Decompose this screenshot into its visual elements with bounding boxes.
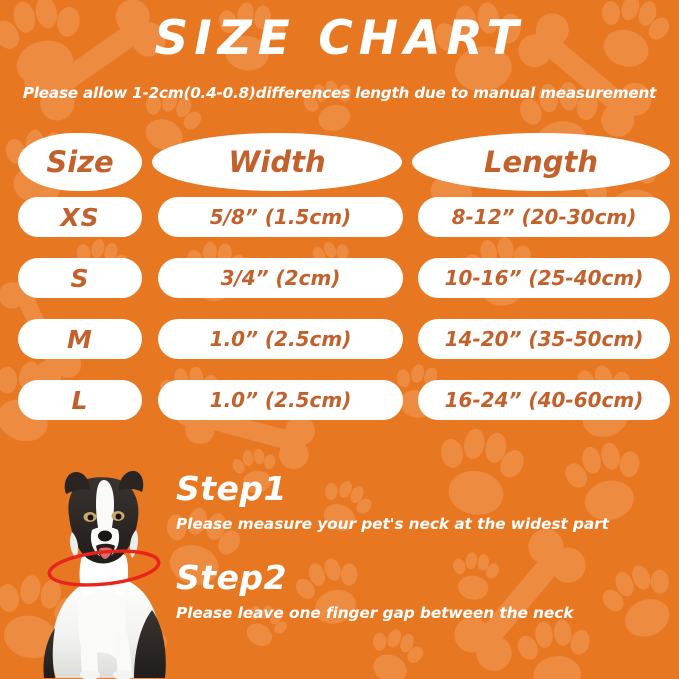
step-2-heading: Step2 <box>176 557 288 597</box>
cell-width: 3/4” (2cm) <box>158 258 403 298</box>
dog-body-group <box>43 470 166 679</box>
step-2: Step2 Please leave one finger gap betwee… <box>176 557 679 622</box>
cell-size: M <box>18 319 142 359</box>
table-row: M 1.0” (2.5cm) 14-20” (35-50cm) <box>0 319 679 380</box>
step-2-description: Please leave one finger gap between the … <box>176 603 574 622</box>
cell-length: 14-20” (35-50cm) <box>418 319 670 359</box>
table-row: XS 5/8” (1.5cm) 8-12” (20-30cm) <box>0 197 679 258</box>
cell-length: 10-16” (25-40cm) <box>418 258 670 298</box>
cell-length: 8-12” (20-30cm) <box>418 197 670 237</box>
neck-measure-ellipse <box>47 549 161 587</box>
column-header-length: Length <box>412 133 670 191</box>
cell-length: 16-24” (40-60cm) <box>418 380 670 420</box>
cell-width: 5/8” (1.5cm) <box>158 197 403 237</box>
measurement-disclaimer: Please allow 1-2cm(0.4-0.8)differences l… <box>22 84 657 102</box>
column-header-width: Width <box>152 133 402 191</box>
cell-width: 1.0” (2.5cm) <box>158 380 403 420</box>
size-table: Size Width Length XS 5/8” (1.5cm) 8-12” … <box>0 133 679 441</box>
step-1-heading: Step1 <box>176 469 288 508</box>
dog-photo <box>43 470 166 679</box>
cell-size: L <box>18 380 142 420</box>
column-header-size: Size <box>18 133 142 191</box>
cell-width: 1.0” (2.5cm) <box>158 319 403 359</box>
cell-size: S <box>18 258 142 298</box>
table-row: S 3/4” (2cm) 10-16” (25-40cm) <box>0 258 679 319</box>
cell-size: XS <box>18 197 142 237</box>
step-1: Step1 Please measure your pet's neck at … <box>176 470 679 533</box>
step-1-description: Please measure your pet's neck at the wi… <box>176 514 609 533</box>
title-block: SIZE CHART <box>0 11 679 66</box>
table-row: L 1.0” (2.5cm) 16-24” (40-60cm) <box>0 380 679 441</box>
table-header-row: Size Width Length <box>0 133 679 197</box>
page-title: SIZE CHART <box>154 11 525 66</box>
steps-section: Step1 Please measure your pet's neck at … <box>176 470 679 636</box>
